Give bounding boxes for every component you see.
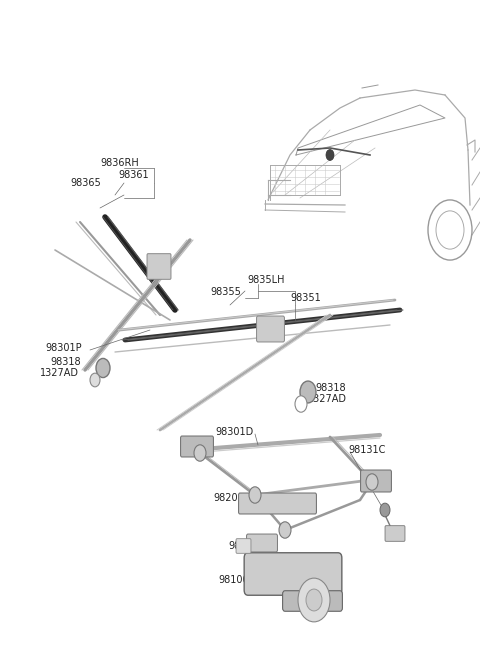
FancyBboxPatch shape (283, 590, 342, 611)
FancyBboxPatch shape (244, 553, 342, 595)
Circle shape (96, 358, 110, 378)
FancyBboxPatch shape (256, 316, 285, 342)
Circle shape (306, 589, 322, 611)
FancyBboxPatch shape (247, 534, 277, 552)
Circle shape (428, 200, 472, 260)
Text: 98301P: 98301P (45, 343, 82, 353)
FancyBboxPatch shape (147, 254, 171, 279)
Text: 98355: 98355 (210, 287, 241, 297)
Text: 98100: 98100 (218, 575, 249, 585)
Circle shape (194, 445, 206, 461)
Circle shape (249, 487, 261, 503)
FancyBboxPatch shape (236, 539, 251, 553)
Text: 98351: 98351 (290, 293, 321, 303)
Text: 98318: 98318 (315, 383, 346, 393)
Text: 98160C: 98160C (228, 541, 265, 551)
Text: 98361: 98361 (118, 170, 149, 180)
Text: 98200: 98200 (213, 493, 244, 503)
Circle shape (436, 211, 464, 249)
Circle shape (326, 150, 334, 161)
Circle shape (298, 578, 330, 622)
FancyBboxPatch shape (360, 470, 392, 492)
Text: 98365: 98365 (70, 178, 101, 188)
Circle shape (90, 373, 100, 387)
Text: 98301D: 98301D (215, 427, 253, 437)
Text: 98318: 98318 (50, 357, 81, 367)
Circle shape (295, 396, 307, 412)
Circle shape (279, 522, 291, 538)
FancyBboxPatch shape (180, 436, 214, 457)
Text: 1327AD: 1327AD (308, 394, 347, 404)
FancyBboxPatch shape (239, 493, 316, 514)
Text: 9836RH: 9836RH (100, 158, 139, 168)
FancyBboxPatch shape (385, 525, 405, 541)
Text: 9835LH: 9835LH (247, 275, 285, 285)
Text: 98131C: 98131C (348, 445, 385, 455)
Text: 1327AD: 1327AD (40, 368, 79, 378)
Circle shape (380, 503, 390, 517)
Circle shape (366, 474, 378, 490)
Circle shape (300, 381, 316, 403)
